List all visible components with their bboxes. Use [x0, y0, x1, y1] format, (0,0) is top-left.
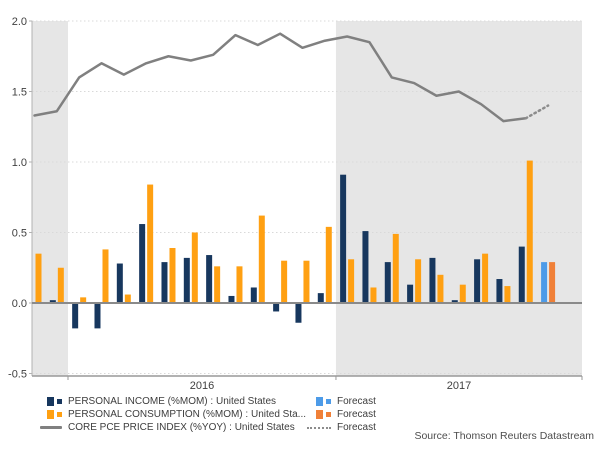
bar-income: [407, 284, 414, 303]
bar-income: [49, 300, 56, 303]
bar-income: [518, 246, 525, 303]
bar-income: [295, 303, 302, 323]
forecast-dotted-line-swatch-icon: [305, 426, 331, 429]
bar-income: [116, 263, 123, 303]
bar-consumption: [303, 260, 310, 303]
legend-label-forecast-income: Forecast: [337, 396, 376, 407]
bar-income: [340, 174, 347, 303]
bar-consumption: [147, 184, 154, 303]
bar-consumption: [392, 233, 399, 303]
core-pce-line: [33, 32, 528, 123]
legend-right: Forecast Forecast Forecast: [305, 395, 376, 434]
core-pce-forecast-dotted-line: [524, 104, 550, 120]
y-tick-label: 0.0: [12, 298, 27, 310]
bar-consumption: [348, 259, 355, 303]
x-year-label: 2016: [190, 380, 214, 392]
bar-consumption: [80, 297, 87, 303]
bar-income: [429, 257, 436, 303]
bar-income: [474, 259, 481, 303]
y-tick-label: 1.5: [12, 87, 27, 99]
legend-label-core-pce: CORE PCE PRICE INDEX (%YOY) : United Sta…: [68, 422, 295, 433]
y-tick-label: 1.0: [12, 157, 27, 169]
bar-income: [94, 303, 101, 329]
y-tick-label: 0.5: [12, 228, 27, 240]
bar-consumption: [504, 286, 511, 303]
bar-income: [273, 303, 280, 312]
bar-consumption: [370, 287, 377, 303]
bar-consumption: [459, 284, 466, 303]
year-band: [32, 21, 68, 376]
bar-consumption: [258, 215, 265, 303]
bar-consumption-forecast: [549, 262, 556, 303]
bar-consumption: [325, 226, 332, 303]
bar-consumption: [437, 274, 444, 303]
bar-income: [384, 262, 391, 303]
legend-item-income: PERSONAL INCOME (%MOM) : United States: [36, 395, 306, 408]
forecast-consumption-swatch-icon: [305, 410, 331, 419]
bar-income: [250, 287, 257, 303]
bar-income: [317, 293, 324, 303]
source-attribution: Source: Thomson Reuters Datastream: [414, 430, 594, 442]
bar-income: [206, 255, 213, 303]
bar-consumption: [102, 249, 109, 303]
legend-item-core-pce: CORE PCE PRICE INDEX (%YOY) : United Sta…: [36, 421, 306, 434]
bar-income: [183, 257, 190, 303]
legend-item-consumption-forecast: Forecast: [305, 408, 376, 421]
bar-consumption: [124, 294, 131, 303]
bar-consumption: [236, 266, 243, 303]
legend-left: PERSONAL INCOME (%MOM) : United States P…: [36, 395, 306, 434]
legend-label-income: PERSONAL INCOME (%MOM) : United States: [68, 396, 277, 407]
bar-consumption: [169, 248, 176, 303]
y-tick-label: -0.5: [8, 369, 27, 381]
bar-consumption: [281, 260, 288, 303]
legend-item-consumption: PERSONAL CONSUMPTION (%MOM) : United Sta…: [36, 408, 306, 421]
bar-income: [72, 303, 79, 329]
consumption-bars-swatch-icon: [36, 410, 62, 419]
legend-item-line-forecast: Forecast: [305, 421, 376, 434]
bar-consumption: [214, 266, 221, 303]
x-year-label: 2017: [447, 380, 471, 392]
legend-label-forecast-line: Forecast: [337, 422, 376, 433]
bar-income: [161, 262, 168, 303]
year-band: [335, 21, 582, 376]
bar-consumption: [526, 160, 533, 303]
bar-income: [496, 279, 503, 303]
bar-consumption: [482, 253, 489, 303]
legend-label-consumption: PERSONAL CONSUMPTION (%MOM) : United Sta…: [68, 409, 307, 420]
legend-label-forecast-consumption: Forecast: [337, 409, 376, 420]
legend-item-income-forecast: Forecast: [305, 395, 376, 408]
core-pce-line-swatch-icon: [36, 426, 62, 429]
income-bars-swatch-icon: [36, 397, 62, 406]
bar-income: [228, 295, 235, 303]
bar-income: [139, 224, 146, 303]
bar-income: [451, 300, 458, 303]
bar-income: [362, 231, 369, 303]
forecast-income-swatch-icon: [305, 397, 331, 406]
bar-consumption: [35, 253, 42, 303]
bar-income-forecast: [541, 262, 548, 303]
y-tick-label: 2.0: [12, 16, 27, 28]
bar-consumption: [415, 259, 422, 303]
bar-consumption: [57, 267, 64, 303]
bar-consumption: [191, 232, 198, 303]
